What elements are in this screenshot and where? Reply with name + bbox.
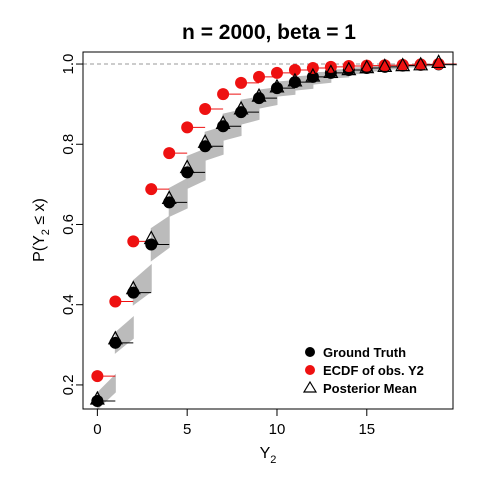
legend-ground-truth-marker (305, 347, 315, 357)
ecdf-point (217, 88, 230, 101)
x-tick-label: 5 (183, 421, 191, 438)
ecdf-point (270, 66, 283, 79)
legend-ecdf-marker (305, 365, 315, 375)
y-axis-label-post: ≤ x) (31, 198, 48, 229)
y-axis-label-sub: 2 (40, 229, 52, 235)
ground-truth-point (109, 336, 122, 349)
ecdf-point (199, 102, 212, 115)
posterior-mean-point (395, 57, 411, 72)
x-axis-label: Y2 (260, 445, 277, 466)
posterior-mean-point (233, 100, 249, 115)
ground-truth-point (163, 196, 176, 209)
legend-ground-truth-label: Ground Truth (323, 345, 406, 360)
x-tick-label: 15 (358, 421, 375, 438)
posterior-mean-point (269, 78, 285, 93)
posterior-band-segment (150, 215, 170, 262)
ecdf-point (414, 58, 427, 71)
y-tick-label: 0.2 (60, 375, 77, 396)
ecdf-point (378, 59, 391, 72)
posterior-mean-point (341, 61, 357, 76)
x-tick-label: 0 (93, 421, 101, 438)
posterior-mean-point (377, 58, 393, 73)
chart-title: n = 2000, beta = 1 (182, 21, 356, 44)
posterior-mean-point (143, 230, 159, 245)
ecdf-point (288, 64, 301, 77)
y-tick-label: 0.6 (60, 214, 77, 235)
posterior-mean-point (305, 67, 321, 82)
posterior-mean-point (125, 280, 141, 295)
ecdf-point (181, 121, 194, 134)
ecdf-point (91, 370, 104, 383)
posterior-mean-point (431, 54, 447, 69)
posterior-mean-point (89, 390, 105, 405)
y-tick-label: 1.0 (60, 54, 77, 75)
posterior-band-segment (132, 263, 152, 306)
posterior-mean-point (359, 59, 375, 74)
plot-area (83, 54, 458, 411)
y-tick-label: 0.8 (60, 134, 77, 155)
y-tick-label: 0.4 (60, 294, 77, 315)
x-tick-label: 10 (269, 421, 286, 438)
y-axis-label-pre: P(Y (31, 235, 48, 262)
ecdf-point (396, 58, 409, 71)
posterior-mean-point (197, 133, 213, 148)
ground-truth-point (235, 106, 248, 119)
ecdf-point (127, 235, 140, 248)
posterior-mean-point (251, 87, 267, 102)
legend: Ground Truth ECDF of obs. Y2 Posterior M… (302, 345, 424, 396)
legend-ecdf-label: ECDF of obs. Y2 (323, 363, 424, 378)
posterior-mean-point (179, 159, 195, 174)
posterior-mean-point (107, 330, 123, 345)
legend-posterior-mean-marker (302, 380, 318, 393)
ecdf-point (235, 76, 248, 89)
posterior-mean-point (323, 64, 339, 79)
ground-truth-point (199, 140, 212, 153)
ecdf-point (324, 60, 337, 73)
posterior-mean-point (215, 115, 231, 129)
ecdf-point (360, 59, 373, 72)
ecdf-point (109, 295, 122, 308)
x-axis-label-sub: 2 (270, 454, 276, 466)
posterior-mean-point (161, 190, 177, 205)
ground-truth-point (127, 286, 140, 299)
x-axis-label-main: Y (260, 445, 271, 462)
x-axis: 0 5 10 15 (93, 408, 375, 438)
legend-posterior-mean-label: Posterior Mean (323, 381, 417, 396)
ecdf-point (145, 183, 158, 196)
ecdf-point (253, 70, 266, 83)
ground-truth-point (217, 120, 230, 133)
y-axis: 0.2 0.4 0.6 0.8 1.0 (60, 54, 84, 396)
posterior-mean-point (287, 72, 303, 87)
y-axis-label: P(Y2 ≤ x) (31, 198, 52, 262)
posterior-mean-point (413, 56, 429, 71)
ecdf-point (163, 147, 176, 160)
ground-truth-point (145, 238, 158, 251)
